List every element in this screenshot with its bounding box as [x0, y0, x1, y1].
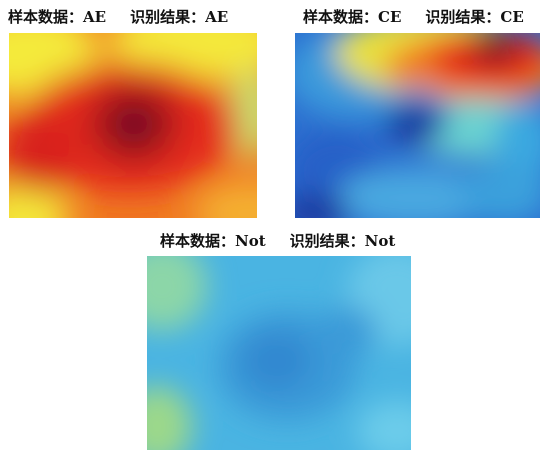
heatmap-ce [295, 33, 540, 218]
sample-label-not: 样本数据：Not [160, 232, 266, 250]
caption-ce: 样本数据：CE 识别结果：CE [303, 8, 524, 26]
sample-label-ae: 样本数据：AE [8, 8, 107, 26]
caption-ae: 样本数据：AE 识别结果：AE [8, 8, 228, 26]
heatmap-ae [9, 33, 257, 218]
heatmap-ce-graphic [295, 33, 540, 218]
heatmap-ae-graphic [9, 33, 257, 218]
result-label-ce: 识别结果：CE [425, 8, 524, 26]
heatmap-not [147, 256, 411, 450]
sample-label-ce: 样本数据：CE [303, 8, 402, 26]
heatmap-not-graphic [147, 256, 411, 450]
result-label-ae: 识别结果：AE [130, 8, 229, 26]
result-label-not: 识别结果：Not [289, 232, 396, 250]
caption-not: 样本数据：Not 识别结果：Not [160, 232, 395, 250]
